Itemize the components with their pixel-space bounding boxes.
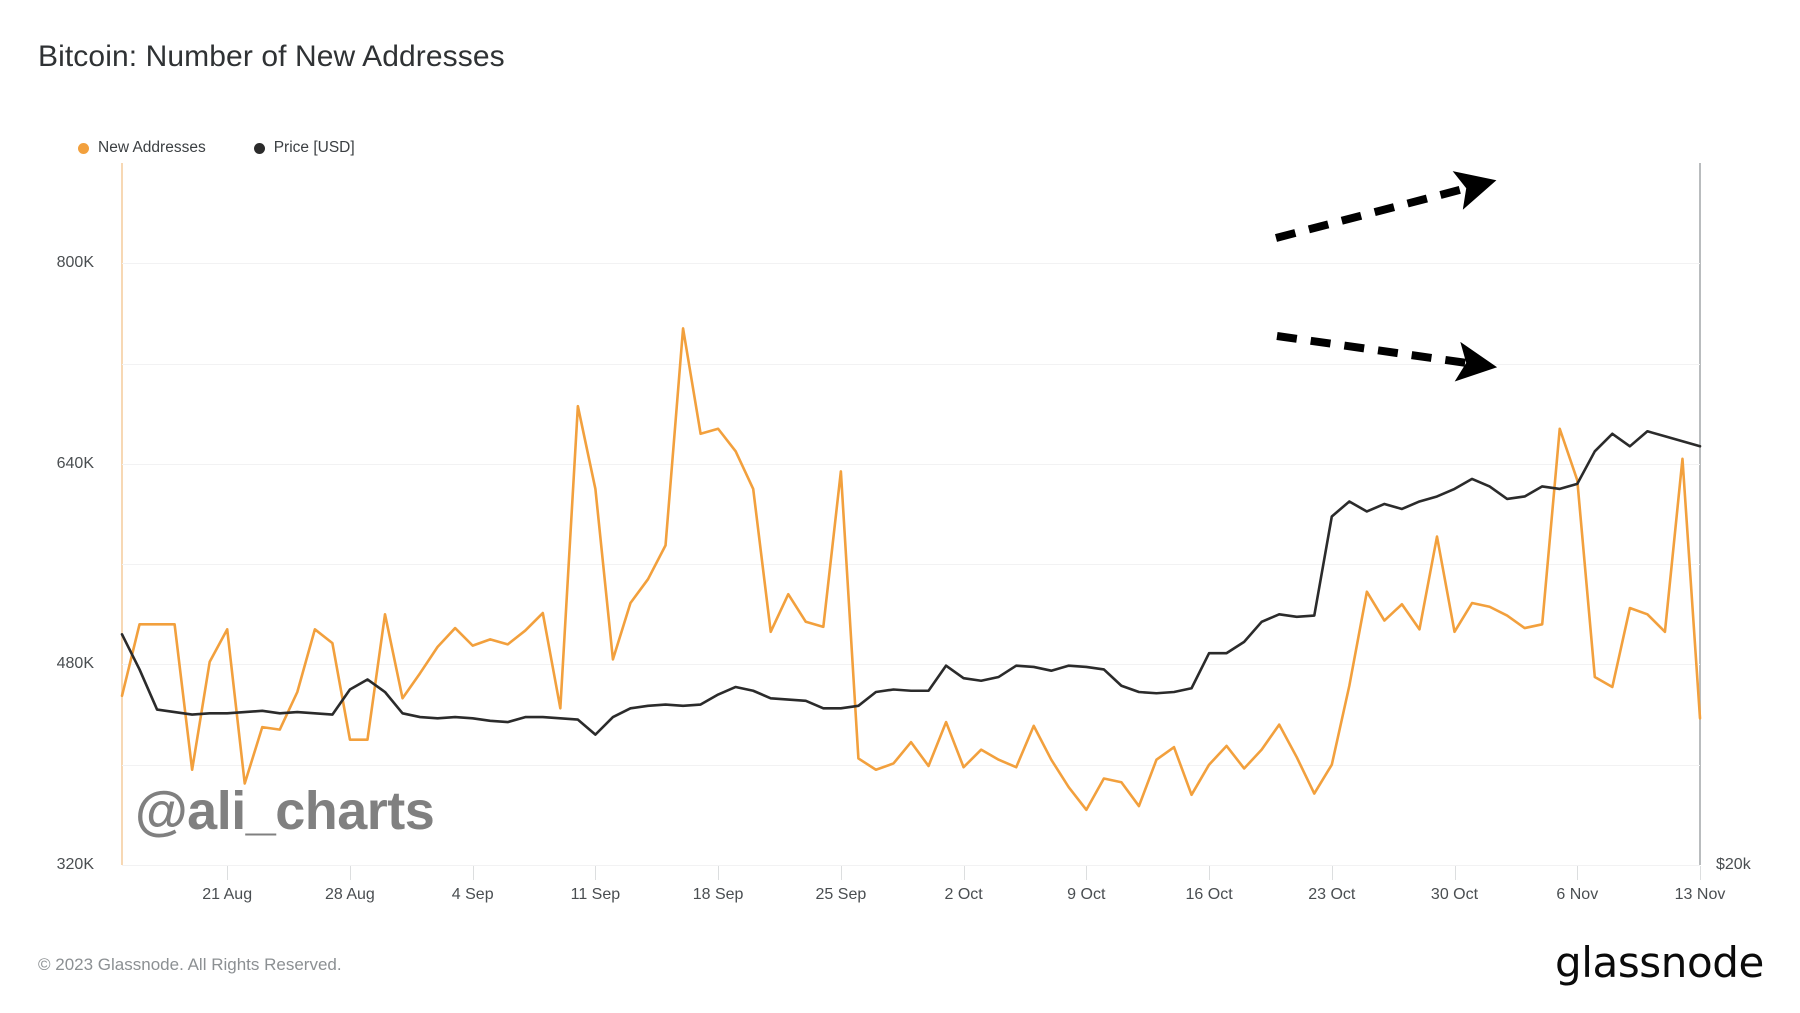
series-line-new-addresses	[122, 328, 1700, 809]
x-axis-tick-mark	[718, 866, 720, 880]
chart-legend: New Addresses Price [USD]	[78, 138, 355, 158]
x-axis-tick-mark	[1577, 866, 1579, 880]
x-axis-tick-label: 30 Oct	[1430, 886, 1479, 903]
addresses-downtrend-arrow	[1276, 332, 1498, 382]
gridline-minor	[122, 764, 1700, 766]
legend-item-new-addresses[interactable]: New Addresses	[78, 139, 206, 157]
plot-area	[122, 163, 1700, 866]
x-axis-tick-mark	[349, 866, 351, 880]
page-title: Bitcoin: Number of New Addresses	[38, 40, 505, 73]
series-line-price-usd	[122, 431, 1700, 734]
x-axis-tick-label: 21 Aug	[202, 886, 253, 903]
x-axis-tick-label: 11 Sep	[570, 886, 621, 903]
chart-series-layer	[122, 171, 1700, 865]
legend-dot-icon	[253, 142, 265, 154]
x-axis-tick-mark	[1700, 866, 1701, 880]
y-axis-right-spine	[1699, 163, 1701, 865]
x-axis-tick-label: 25 Sep	[815, 886, 867, 903]
x-axis-tick-label: 2 Oct	[944, 886, 983, 903]
x-axis-tick-label: 23 Oct	[1308, 886, 1356, 903]
gridline	[122, 463, 1700, 465]
y-axis-right-tick-label: $20k	[1716, 856, 1751, 873]
x-axis-tick-mark	[1331, 866, 1333, 880]
gridline-minor	[122, 363, 1700, 365]
x-axis-tick-label: 13 Nov	[1674, 886, 1726, 903]
gridline	[122, 664, 1700, 666]
x-axis-tick-mark	[472, 866, 474, 880]
y-axis-left-spine	[121, 163, 123, 865]
x-axis-tick-label: 16 Oct	[1185, 886, 1233, 903]
legend-label-price-usd: Price [USD]	[273, 139, 355, 156]
glassnode-logo: glassnode	[1554, 938, 1764, 987]
legend-item-price-usd[interactable]: Price [USD]	[253, 139, 355, 157]
x-axis-tick-mark	[595, 866, 597, 880]
gridline	[122, 263, 1700, 265]
x-axis-tick-label: 4 Sep	[451, 886, 494, 903]
watermark: @ali_charts	[135, 781, 435, 841]
x-axis-tick-mark	[840, 866, 842, 880]
y-axis-tick-label: 320K	[56, 856, 94, 873]
x-axis-tick-mark	[1454, 866, 1456, 880]
y-axis-tick-label: 480K	[56, 655, 94, 673]
legend-label-new-addresses: New Addresses	[98, 139, 206, 156]
x-axis-tick-mark	[1086, 866, 1088, 880]
x-axis-tick-label: 6 Nov	[1556, 886, 1599, 903]
x-axis-tick-mark	[227, 866, 229, 880]
gridline-minor	[122, 564, 1700, 566]
annotation-layer	[1274, 171, 1498, 382]
y-axis-tick-label: 640K	[56, 454, 94, 472]
x-axis-tick-label: 28 Aug	[324, 886, 375, 903]
y-axis-tick-label: 800K	[56, 254, 94, 272]
x-axis-tick-mark	[1209, 866, 1211, 880]
footer-copyright: © 2023 Glassnode. All Rights Reserved.	[38, 955, 342, 974]
legend-dot-icon	[78, 142, 89, 154]
x-axis-tick-label: 9 Oct	[1067, 886, 1106, 903]
price-uptrend-arrow	[1274, 171, 1497, 242]
x-axis-tick-label: 18 Sep	[692, 886, 744, 903]
gridline	[122, 865, 1700, 866]
x-axis-tick-mark	[963, 866, 965, 880]
